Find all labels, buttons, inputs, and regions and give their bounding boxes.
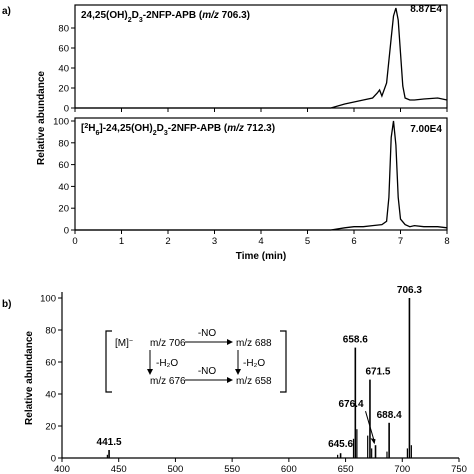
panel-label: b)	[2, 299, 11, 310]
chromatogram-1-peak-intensity: 8.87E4	[410, 4, 442, 15]
chromatogram-1-title: 24,25(OH)2D3-2NFP-APB (m/z 706.3)	[81, 10, 250, 24]
x-tick-label: 650	[338, 464, 354, 474]
x-tick-label: 600	[281, 464, 297, 474]
x-tick-label: 7	[398, 236, 403, 247]
peak-label: 706.3	[397, 285, 422, 296]
chromatogram-2-trace	[75, 120, 448, 231]
x-tick-label: 550	[224, 464, 240, 474]
x-tick-label: 1	[119, 236, 124, 247]
x-tick-label: 6	[351, 236, 356, 247]
chromatogram-1-trace	[75, 7, 448, 109]
y-tick-label: 100	[53, 117, 69, 128]
chromatogram-2-peak-intensity: 7.00E4	[410, 124, 442, 135]
y-axis-label: Relative abundance	[36, 71, 47, 165]
peak-label-leader	[365, 411, 375, 443]
y-tick-label: 60	[58, 44, 69, 55]
x-tick-label: 8	[444, 236, 449, 247]
scheme-arrowhead-bottom	[227, 377, 233, 383]
y-tick-label: 80	[45, 326, 56, 337]
y-tick-label: 60	[45, 358, 56, 369]
y-tick-label: 60	[58, 160, 69, 171]
x-tick-label: 0	[72, 236, 77, 247]
x-tick-label: 2	[165, 236, 170, 247]
scheme-loss-h2o-right: -H₂O	[243, 358, 265, 369]
fragmentation-scheme: [M]− m/z 706 m/z 688 m/z 676 m/z 658 -NO -NO -H…	[105, 328, 287, 393]
scheme-arrowhead-right	[235, 369, 241, 375]
y-tick-label: 80	[58, 138, 69, 149]
x-tick-label: 700	[394, 464, 410, 474]
x-tick-label: 5	[305, 236, 310, 247]
scheme-mz658: m/z 658	[236, 376, 272, 387]
x-tick-label: 750	[451, 464, 467, 474]
y-tick-label: 20	[58, 84, 69, 95]
scheme-loss-no-bottom: -NO	[198, 366, 217, 377]
y-tick-label: 40	[58, 182, 69, 193]
x-tick-label: 4	[258, 236, 263, 247]
y-tick-label: 20	[58, 204, 69, 215]
peak-label-arrowhead	[370, 438, 376, 445]
scheme-arrowhead-left	[147, 369, 153, 375]
scheme-arrowhead-top	[227, 339, 233, 345]
chromatogram-2-title: [2H6]-24,25(OH)2D3-2NFP-APB (m/z 712.3)	[81, 123, 275, 137]
peak-label: 441.5	[97, 437, 122, 448]
y-axis-label: Relative abundance	[24, 331, 35, 425]
scheme-loss-h2o-left: -H₂O	[156, 358, 178, 369]
scheme-mz706: m/z 706	[150, 338, 186, 349]
scheme-mz688: m/z 688	[236, 338, 272, 349]
scheme-molecular-ion: [M]−	[115, 338, 133, 350]
x-tick-label: 400	[54, 464, 70, 474]
peak-label: 676.4	[338, 399, 363, 410]
peak-label: 658.6	[343, 335, 368, 346]
scheme-bracket-left	[105, 330, 112, 393]
scheme-bracket-right	[280, 330, 287, 393]
scheme-mz676: m/z 676	[150, 376, 186, 387]
y-tick-label: 20	[45, 422, 56, 433]
panel-b-mass-spectrum: 0 20 40 60 80 100 400 450 500 550 600 650 700 750 Rela…	[2, 285, 467, 474]
y-tick-label: 0	[64, 226, 69, 237]
x-tick-label: 450	[111, 464, 127, 474]
peak-label: 645.6	[328, 439, 353, 450]
x-axis-label: Time (min)	[236, 251, 286, 262]
panel-label: a)	[2, 6, 11, 17]
y-tick-label: 100	[40, 294, 56, 305]
x-tick-label: 500	[167, 464, 183, 474]
x-tick-label: 3	[212, 236, 217, 247]
y-tick-label: 0	[51, 454, 56, 465]
peak-label: 688.4	[377, 410, 402, 421]
y-tick-label: 0	[64, 104, 69, 115]
peak-label: 671.5	[365, 367, 390, 378]
y-tick-label: 80	[58, 24, 69, 35]
y-tick-label: 40	[58, 64, 69, 75]
y-tick-label: 40	[45, 390, 56, 401]
scheme-loss-no-top: -NO	[198, 328, 217, 339]
